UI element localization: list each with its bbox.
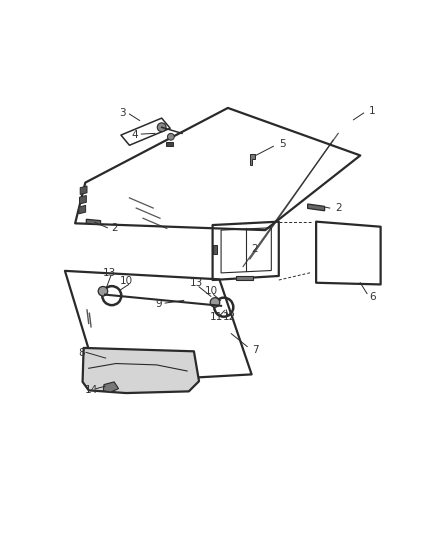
Text: 14: 14: [85, 385, 98, 394]
Text: 10: 10: [120, 276, 133, 286]
Text: 3: 3: [119, 108, 126, 118]
Text: 7: 7: [252, 345, 258, 355]
Polygon shape: [79, 205, 86, 214]
Text: 1: 1: [369, 106, 375, 116]
Polygon shape: [80, 186, 87, 195]
Text: 2: 2: [335, 203, 342, 213]
Polygon shape: [80, 196, 86, 204]
Text: 4: 4: [131, 130, 138, 140]
Circle shape: [167, 133, 174, 140]
Text: 10: 10: [205, 286, 217, 296]
Polygon shape: [237, 276, 253, 280]
Text: 13: 13: [190, 278, 203, 288]
Text: 12: 12: [223, 312, 236, 322]
Polygon shape: [166, 142, 173, 146]
Circle shape: [157, 123, 166, 132]
Text: 11: 11: [209, 312, 223, 322]
Circle shape: [210, 297, 220, 307]
Polygon shape: [86, 219, 101, 225]
Polygon shape: [307, 204, 325, 211]
Text: 6: 6: [369, 292, 375, 302]
Polygon shape: [103, 382, 119, 392]
Text: 5: 5: [279, 139, 286, 149]
Text: 2: 2: [252, 244, 258, 254]
Polygon shape: [250, 155, 255, 165]
Circle shape: [98, 286, 108, 296]
Polygon shape: [83, 348, 199, 393]
Text: 2: 2: [111, 223, 117, 233]
Polygon shape: [212, 245, 217, 254]
Text: 13: 13: [102, 268, 116, 278]
Text: 9: 9: [155, 299, 162, 309]
Text: 8: 8: [78, 349, 85, 358]
